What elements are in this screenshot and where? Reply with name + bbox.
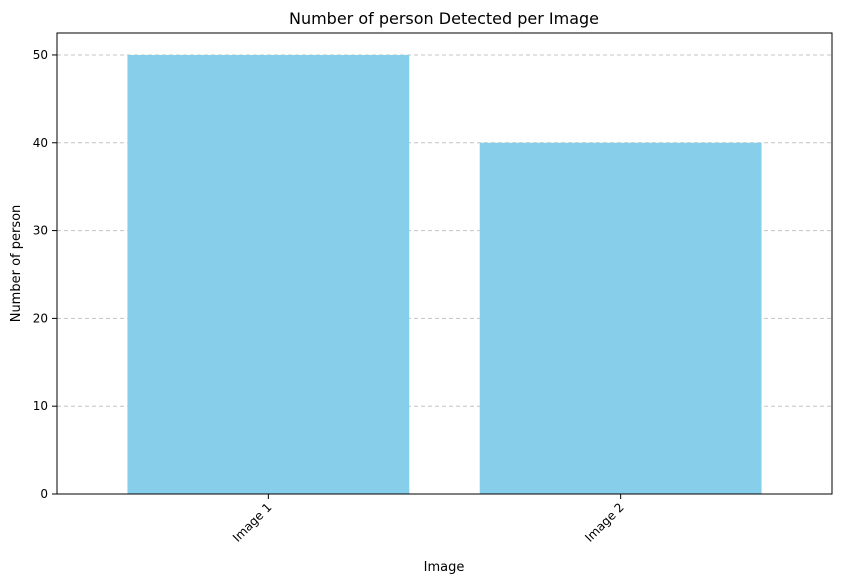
x-tick-label: Image 2 [582, 500, 627, 545]
y-tick-label: 30 [33, 224, 48, 238]
x-axis-label: Image [424, 560, 465, 575]
y-tick-label: 10 [33, 399, 48, 413]
y-tick-label: 40 [33, 136, 48, 150]
y-tick-label: 50 [33, 48, 48, 62]
y-tick-label: 0 [40, 487, 48, 501]
plot-frame [56, 32, 833, 495]
bar [479, 142, 762, 494]
x-axis-ticks: Image 1 Image 2 [230, 494, 627, 545]
y-axis-label: Number of person [9, 205, 24, 323]
bar [127, 54, 410, 494]
y-tick-label: 20 [33, 311, 48, 325]
chart-title: Number of person Detected per Image [289, 9, 599, 28]
y-axis-ticks: 0 10 20 30 40 50 [33, 48, 57, 501]
x-tick-label: Image 1 [230, 500, 275, 545]
bars [127, 54, 762, 494]
